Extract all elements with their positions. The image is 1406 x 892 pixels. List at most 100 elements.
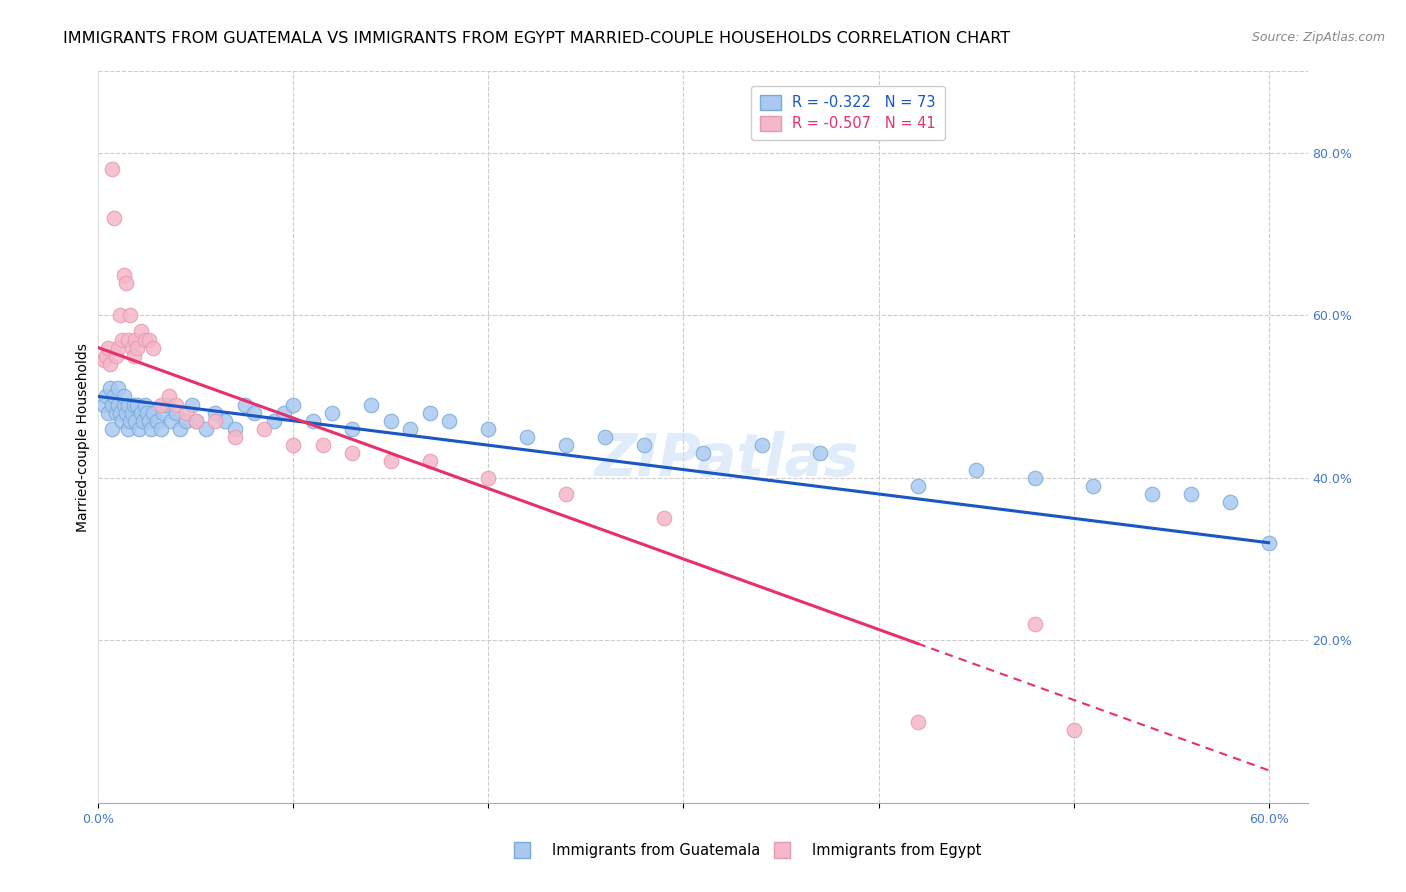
Point	[142, 406, 165, 420]
Text: Immigrants from Egypt: Immigrants from Egypt	[811, 843, 981, 858]
Point	[103, 389, 125, 403]
Point	[121, 406, 143, 420]
Point	[321, 406, 343, 420]
Point	[184, 414, 207, 428]
Text: Immigrants from Guatemala: Immigrants from Guatemala	[551, 843, 761, 858]
Point	[184, 414, 207, 428]
Point	[165, 398, 187, 412]
Point	[1180, 487, 1202, 501]
Point	[132, 414, 155, 428]
Point	[965, 462, 987, 476]
Point	[152, 406, 174, 420]
Point	[194, 422, 217, 436]
Point	[156, 398, 179, 412]
Point	[97, 341, 120, 355]
Point	[477, 471, 499, 485]
Point	[312, 438, 335, 452]
Point	[165, 406, 187, 420]
Point	[169, 422, 191, 436]
Point	[283, 438, 305, 452]
Point	[122, 398, 145, 412]
Point	[555, 487, 578, 501]
Point	[751, 438, 773, 452]
Legend: R = -0.322   N = 73, R = -0.507   N = 41: R = -0.322 N = 73, R = -0.507 N = 41	[751, 86, 945, 140]
Point	[204, 414, 226, 428]
Point	[93, 352, 115, 367]
Point	[273, 406, 295, 420]
Point	[652, 511, 675, 525]
Point	[127, 341, 149, 355]
Point	[380, 414, 402, 428]
Point	[224, 422, 246, 436]
Point	[122, 349, 145, 363]
Point	[118, 308, 141, 322]
Point	[101, 422, 124, 436]
Point	[224, 430, 246, 444]
Point	[283, 398, 305, 412]
Point	[1140, 487, 1163, 501]
Text: IMMIGRANTS FROM GUATEMALA VS IMMIGRANTS FROM EGYPT MARRIED-COUPLE HOUSEHOLDS COR: IMMIGRANTS FROM GUATEMALA VS IMMIGRANTS …	[63, 31, 1011, 46]
Point	[131, 406, 153, 420]
Point	[93, 398, 115, 412]
Point	[340, 446, 363, 460]
Point	[146, 414, 169, 428]
Point	[419, 454, 441, 468]
Point	[104, 349, 127, 363]
Point	[253, 422, 276, 436]
Point	[1219, 495, 1241, 509]
Point	[104, 406, 127, 420]
Point	[97, 406, 120, 420]
Point	[159, 414, 181, 428]
Point	[138, 333, 160, 347]
Point	[181, 398, 204, 412]
Point	[1024, 471, 1046, 485]
Point	[399, 422, 422, 436]
Point	[124, 414, 146, 428]
Y-axis label: Married-couple Households: Married-couple Households	[76, 343, 90, 532]
Point	[108, 406, 131, 420]
Point	[103, 211, 125, 225]
Point	[340, 422, 363, 436]
Point	[131, 325, 153, 339]
Point	[142, 341, 165, 355]
Point	[907, 479, 929, 493]
Point	[111, 333, 134, 347]
Point	[1257, 535, 1279, 549]
Point	[121, 341, 143, 355]
Point	[107, 381, 129, 395]
Point	[136, 406, 159, 420]
Point	[1063, 723, 1085, 737]
Point	[98, 381, 121, 395]
Point	[157, 389, 180, 403]
Point	[114, 406, 136, 420]
Point	[149, 398, 172, 412]
Point	[907, 714, 929, 729]
Point	[555, 438, 578, 452]
Point	[101, 161, 124, 176]
Point	[595, 430, 617, 444]
Point	[134, 398, 156, 412]
Point	[96, 389, 118, 403]
Point	[101, 398, 124, 412]
Point	[112, 398, 135, 412]
Point	[419, 406, 441, 420]
Point	[439, 414, 461, 428]
Point	[243, 406, 266, 420]
Point	[233, 398, 256, 412]
Point	[112, 268, 135, 282]
Point	[360, 398, 382, 412]
Point	[107, 341, 129, 355]
Point	[117, 422, 139, 436]
Point	[174, 406, 197, 420]
Point	[174, 414, 197, 428]
Text: ZIPatlas: ZIPatlas	[595, 431, 859, 488]
Point	[263, 414, 285, 428]
Point	[149, 422, 172, 436]
Point	[108, 308, 131, 322]
Point	[117, 398, 139, 412]
Point	[808, 446, 831, 460]
Point	[204, 406, 226, 420]
Point	[138, 414, 160, 428]
Point	[117, 333, 139, 347]
Point	[98, 357, 121, 371]
